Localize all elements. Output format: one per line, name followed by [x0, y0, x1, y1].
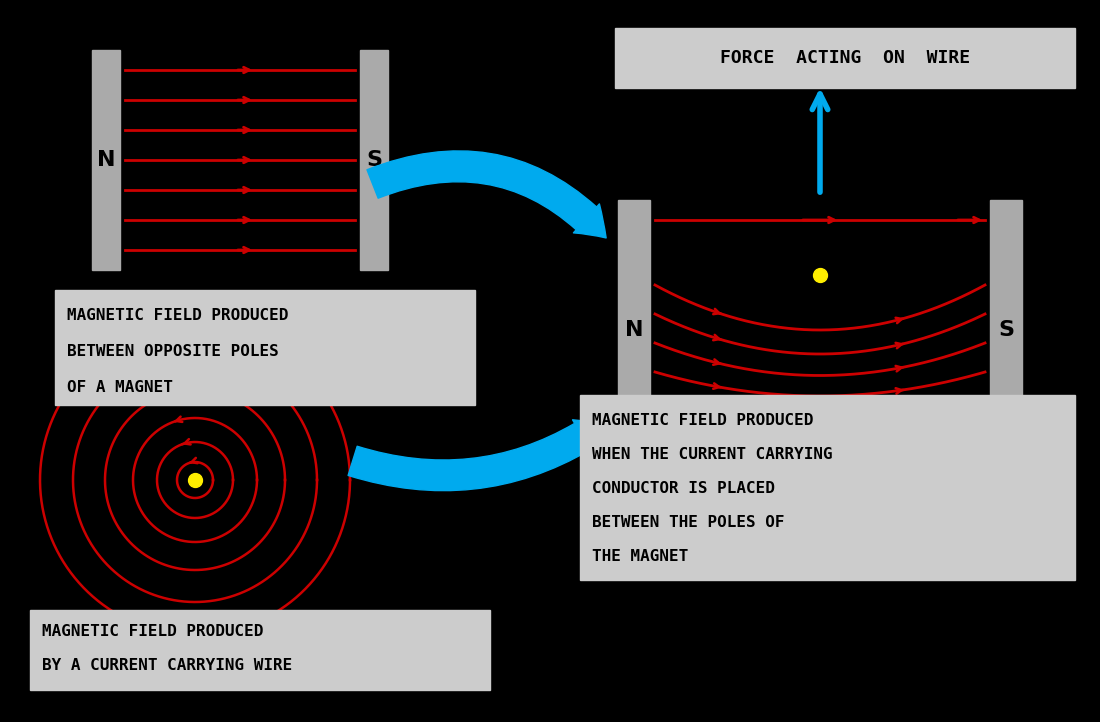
Text: S: S [366, 150, 382, 170]
Text: N: N [625, 320, 644, 340]
Text: S: S [998, 320, 1014, 340]
Text: MAGNETIC FIELD PRODUCED: MAGNETIC FIELD PRODUCED [592, 413, 813, 428]
Text: MAGNETIC FIELD PRODUCED: MAGNETIC FIELD PRODUCED [67, 308, 288, 323]
FancyArrowPatch shape [367, 151, 606, 238]
Text: THE MAGNET: THE MAGNET [592, 549, 689, 564]
Bar [360, 50, 388, 270]
Text: OF A MAGNET: OF A MAGNET [67, 380, 173, 395]
Text: MAGNETIC FIELD PRODUCED: MAGNETIC FIELD PRODUCED [42, 624, 263, 639]
Bar [92, 50, 120, 270]
Bar [580, 395, 1075, 580]
Text: BY A CURRENT CARRYING WIRE: BY A CURRENT CARRYING WIRE [42, 658, 293, 673]
Bar [55, 290, 475, 405]
Bar [615, 28, 1075, 88]
Bar [30, 610, 489, 690]
Bar [618, 200, 650, 460]
Bar [990, 200, 1022, 460]
Text: WHEN THE CURRENT CARRYING: WHEN THE CURRENT CARRYING [592, 447, 833, 462]
Text: CONDUCTOR IS PLACED: CONDUCTOR IS PLACED [592, 481, 774, 496]
Text: N: N [97, 150, 116, 170]
Text: BETWEEN THE POLES OF: BETWEEN THE POLES OF [592, 515, 784, 530]
Text: FORCE  ACTING  ON  WIRE: FORCE ACTING ON WIRE [719, 49, 970, 67]
FancyArrowPatch shape [348, 419, 606, 491]
Text: BETWEEN OPPOSITE POLES: BETWEEN OPPOSITE POLES [67, 344, 278, 359]
